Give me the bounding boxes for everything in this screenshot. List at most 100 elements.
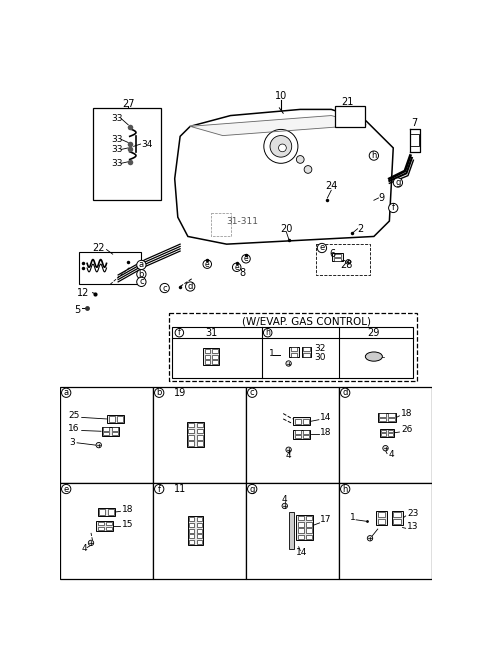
Bar — [197, 523, 202, 527]
Bar — [379, 418, 385, 421]
Text: 4: 4 — [82, 544, 88, 553]
Text: 3: 3 — [70, 438, 75, 447]
Bar — [60, 483, 153, 579]
Text: 18: 18 — [401, 409, 412, 418]
Bar — [303, 353, 310, 356]
Bar — [172, 328, 413, 378]
Text: 19: 19 — [174, 388, 186, 398]
Bar — [189, 540, 194, 544]
Circle shape — [393, 178, 403, 187]
Circle shape — [317, 244, 326, 253]
Text: e: e — [205, 259, 210, 269]
Bar — [295, 419, 300, 424]
Bar — [197, 540, 202, 544]
Text: a: a — [139, 261, 144, 269]
Text: 11: 11 — [174, 484, 186, 494]
Circle shape — [304, 166, 312, 174]
Bar — [96, 521, 113, 531]
Bar — [189, 529, 194, 533]
Text: 12: 12 — [77, 288, 89, 297]
Bar — [381, 434, 386, 436]
Bar — [106, 527, 112, 530]
Bar — [246, 483, 339, 579]
Bar — [334, 258, 341, 261]
Text: 30: 30 — [314, 353, 326, 362]
Text: 4: 4 — [282, 495, 288, 504]
Bar — [378, 519, 385, 524]
Text: h: h — [371, 151, 377, 160]
Bar — [99, 510, 105, 515]
Bar — [106, 522, 112, 525]
Bar — [189, 534, 194, 538]
Bar — [303, 430, 309, 434]
Text: 6: 6 — [330, 249, 336, 259]
Circle shape — [155, 388, 164, 398]
Text: 13: 13 — [407, 522, 419, 531]
Bar — [376, 512, 387, 525]
Text: f: f — [158, 485, 161, 493]
Bar — [296, 515, 313, 540]
Text: 22: 22 — [93, 243, 105, 253]
Text: b: b — [139, 270, 144, 278]
Text: 1: 1 — [269, 349, 275, 358]
Circle shape — [137, 260, 146, 270]
Circle shape — [88, 540, 94, 546]
Bar — [246, 386, 339, 483]
Bar — [298, 522, 304, 527]
Bar — [188, 441, 194, 446]
Bar — [212, 354, 218, 358]
Text: 29: 29 — [368, 328, 380, 338]
Circle shape — [242, 255, 250, 263]
Circle shape — [340, 388, 350, 398]
Text: e: e — [319, 244, 324, 252]
Bar — [187, 422, 204, 447]
Text: 24: 24 — [325, 181, 337, 191]
Bar — [291, 353, 297, 356]
Text: 33: 33 — [111, 159, 122, 168]
Circle shape — [389, 203, 398, 213]
Bar — [388, 434, 393, 436]
Bar — [188, 516, 204, 545]
Text: 7: 7 — [411, 119, 417, 128]
Bar — [102, 426, 119, 436]
Bar — [291, 347, 297, 351]
Bar — [298, 529, 304, 533]
Text: 15: 15 — [122, 520, 133, 529]
Text: 31-311: 31-311 — [227, 217, 259, 225]
Text: 28: 28 — [341, 260, 353, 270]
Bar — [204, 354, 210, 358]
Circle shape — [270, 136, 292, 157]
Bar — [197, 517, 202, 521]
Bar — [189, 517, 194, 521]
Text: 17: 17 — [321, 515, 332, 524]
Bar — [293, 430, 311, 439]
Bar — [79, 252, 142, 284]
Bar — [98, 527, 104, 530]
Text: 5: 5 — [74, 305, 80, 314]
Bar — [189, 523, 194, 527]
Bar — [204, 360, 210, 364]
Circle shape — [137, 270, 146, 279]
Bar — [197, 534, 202, 538]
Bar — [204, 349, 210, 353]
Bar — [153, 483, 246, 579]
Bar — [378, 413, 396, 422]
Bar — [204, 348, 219, 365]
Text: h: h — [265, 328, 270, 337]
Circle shape — [286, 361, 291, 366]
Text: 21: 21 — [341, 98, 354, 107]
Text: 31: 31 — [205, 328, 217, 338]
Text: 4: 4 — [389, 450, 395, 459]
Bar — [388, 418, 395, 421]
Circle shape — [203, 260, 212, 269]
Bar — [306, 534, 312, 539]
Text: 25: 25 — [68, 411, 79, 421]
Bar — [107, 415, 124, 422]
Text: f: f — [178, 328, 181, 337]
Bar — [197, 423, 203, 427]
Circle shape — [286, 447, 291, 453]
Bar — [393, 512, 401, 517]
Circle shape — [296, 156, 304, 163]
Bar — [303, 419, 309, 424]
Circle shape — [340, 485, 350, 494]
